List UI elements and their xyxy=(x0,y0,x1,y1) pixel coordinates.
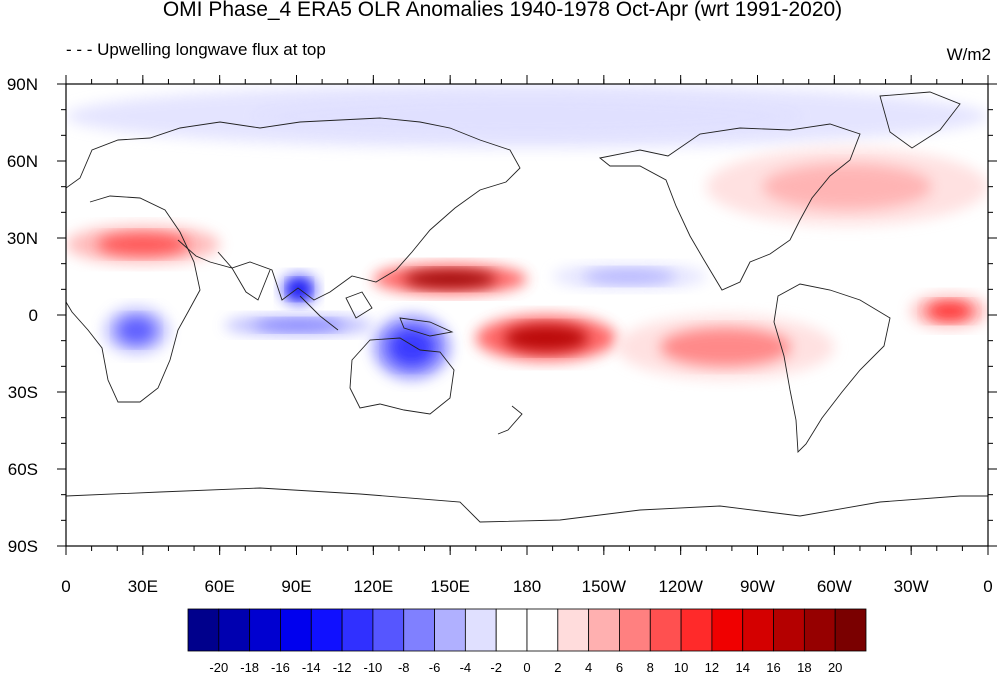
lon-tick-label: 0 xyxy=(983,577,992,596)
colorbar-swatch xyxy=(711,608,744,652)
colorbar-swatch xyxy=(372,608,405,652)
anomaly-region-6 xyxy=(66,84,988,149)
colorbar-label: 20 xyxy=(828,660,842,675)
coastline-newguinea xyxy=(399,317,454,337)
colorbar-label: -4 xyxy=(460,660,472,675)
coastline-australia xyxy=(349,337,455,415)
anomaly-region-4 xyxy=(104,307,169,354)
colorbar-swatch xyxy=(464,608,497,652)
colorbar-label: 10 xyxy=(674,660,688,675)
coastline-north-america xyxy=(598,123,861,291)
coastline-india xyxy=(217,251,271,301)
colorbar-label: 18 xyxy=(797,660,811,675)
colorbar-label: 6 xyxy=(616,660,623,675)
colorbar-swatch xyxy=(218,608,251,652)
colorbar-label: -12 xyxy=(333,660,352,675)
lon-tick-label: 90E xyxy=(281,577,311,596)
colorbar-label: -16 xyxy=(271,660,290,675)
lon-tick-label: 30E xyxy=(128,577,158,596)
lat-tick-label: 30N xyxy=(7,229,38,248)
colorbar-swatch xyxy=(280,608,312,652)
coastline-greenland xyxy=(879,91,961,149)
colorbar-label: 2 xyxy=(554,660,561,675)
anomaly-region-5 xyxy=(552,263,707,290)
coastline-africa xyxy=(66,195,201,403)
coastline-borneo xyxy=(345,291,373,319)
coastline-eurasia xyxy=(66,117,521,301)
lat-tick-label: 90N xyxy=(7,75,38,94)
colorbar-swatch xyxy=(834,608,867,652)
coastline-antarctica xyxy=(66,487,988,523)
map-title: OMI Phase_4 ERA5 OLR Anomalies 1940-1978… xyxy=(162,0,843,21)
colorbar-label: -6 xyxy=(429,660,441,675)
anomaly-region-7 xyxy=(373,263,527,295)
lat-tick-label: 90S xyxy=(8,537,38,556)
colorbar-label: -10 xyxy=(364,660,383,675)
colorbar-swatch xyxy=(434,608,466,652)
coastline-newzealand xyxy=(497,405,523,435)
lat-tick-label: 0 xyxy=(29,306,38,325)
colorbar-label: 8 xyxy=(647,660,654,675)
colorbar-swatch xyxy=(249,608,281,652)
anomaly-region-10 xyxy=(66,225,220,264)
lon-tick-label: 120W xyxy=(658,577,702,596)
colorbar-swatch xyxy=(495,608,528,652)
colorbar-swatch xyxy=(341,608,374,652)
colorbar-swatch xyxy=(803,608,836,652)
anomaly-region-3 xyxy=(224,315,374,336)
axis-tick-labels: 0 30E 60E 90E 120E 150E 180 150W 120W 90W 60W 30W 0 9… xyxy=(7,75,993,596)
anomaly-region-12 xyxy=(706,148,988,226)
coastlines xyxy=(66,91,988,523)
anomaly-region-2 xyxy=(373,315,451,380)
lon-tick-label: 180 xyxy=(513,577,541,596)
anomaly-region-8 xyxy=(475,315,617,362)
colorbar-label: -2 xyxy=(490,660,502,675)
colorbar-swatch xyxy=(187,608,220,652)
lon-tick-label: 120E xyxy=(353,577,393,596)
axis-ticks xyxy=(57,75,997,555)
colorbar-label: 16 xyxy=(766,660,780,675)
lon-tick-label: 0 xyxy=(61,577,70,596)
colorbar-label: -18 xyxy=(240,660,259,675)
colorbar-label: 12 xyxy=(705,660,719,675)
colorbar-label: -20 xyxy=(209,660,228,675)
lat-tick-label: 30S xyxy=(8,383,38,402)
units-label: W/m2 xyxy=(946,45,991,64)
coastline-sumatra xyxy=(299,295,339,331)
colorbar-swatch xyxy=(619,608,651,652)
lon-tick-label: 90W xyxy=(740,577,775,596)
colorbar-label: 4 xyxy=(585,660,592,675)
coastline-south-america xyxy=(773,283,891,454)
colorbar-swatch xyxy=(310,608,343,652)
lon-tick-label: 150E xyxy=(430,577,470,596)
colorbar-swatch xyxy=(403,608,435,652)
colorbar-label: -14 xyxy=(302,660,321,675)
colorbar-swatch xyxy=(588,608,620,652)
lat-tick-label: 60N xyxy=(7,152,38,171)
lon-tick-label: 150W xyxy=(582,577,626,596)
colorbar-swatch xyxy=(649,608,682,652)
colorbar-swatch xyxy=(557,608,590,652)
anomaly-region-9 xyxy=(911,294,988,328)
anomaly-region-11 xyxy=(616,315,835,380)
lat-tick-label: 60S xyxy=(8,460,38,479)
colorbar: -20 -18 -16 -14 -12 -10 -8 -6 -4 -2 0 2 4 6 8 10 12 14 16 1… xyxy=(187,608,867,675)
colorbar-swatch xyxy=(680,608,713,652)
colorbar-label: 14 xyxy=(735,660,749,675)
colorbar-swatch xyxy=(773,608,805,652)
lon-tick-label: 60E xyxy=(205,577,235,596)
colorbar-label: -8 xyxy=(398,660,410,675)
colorbar-label: 0 xyxy=(523,660,530,675)
colorbar-swatch xyxy=(742,608,774,652)
map-subtitle: - - - Upwelling longwave flux at top xyxy=(66,40,326,59)
colorbar-swatch xyxy=(526,608,559,652)
lon-tick-label: 60W xyxy=(817,577,852,596)
lon-tick-label: 30W xyxy=(894,577,929,596)
